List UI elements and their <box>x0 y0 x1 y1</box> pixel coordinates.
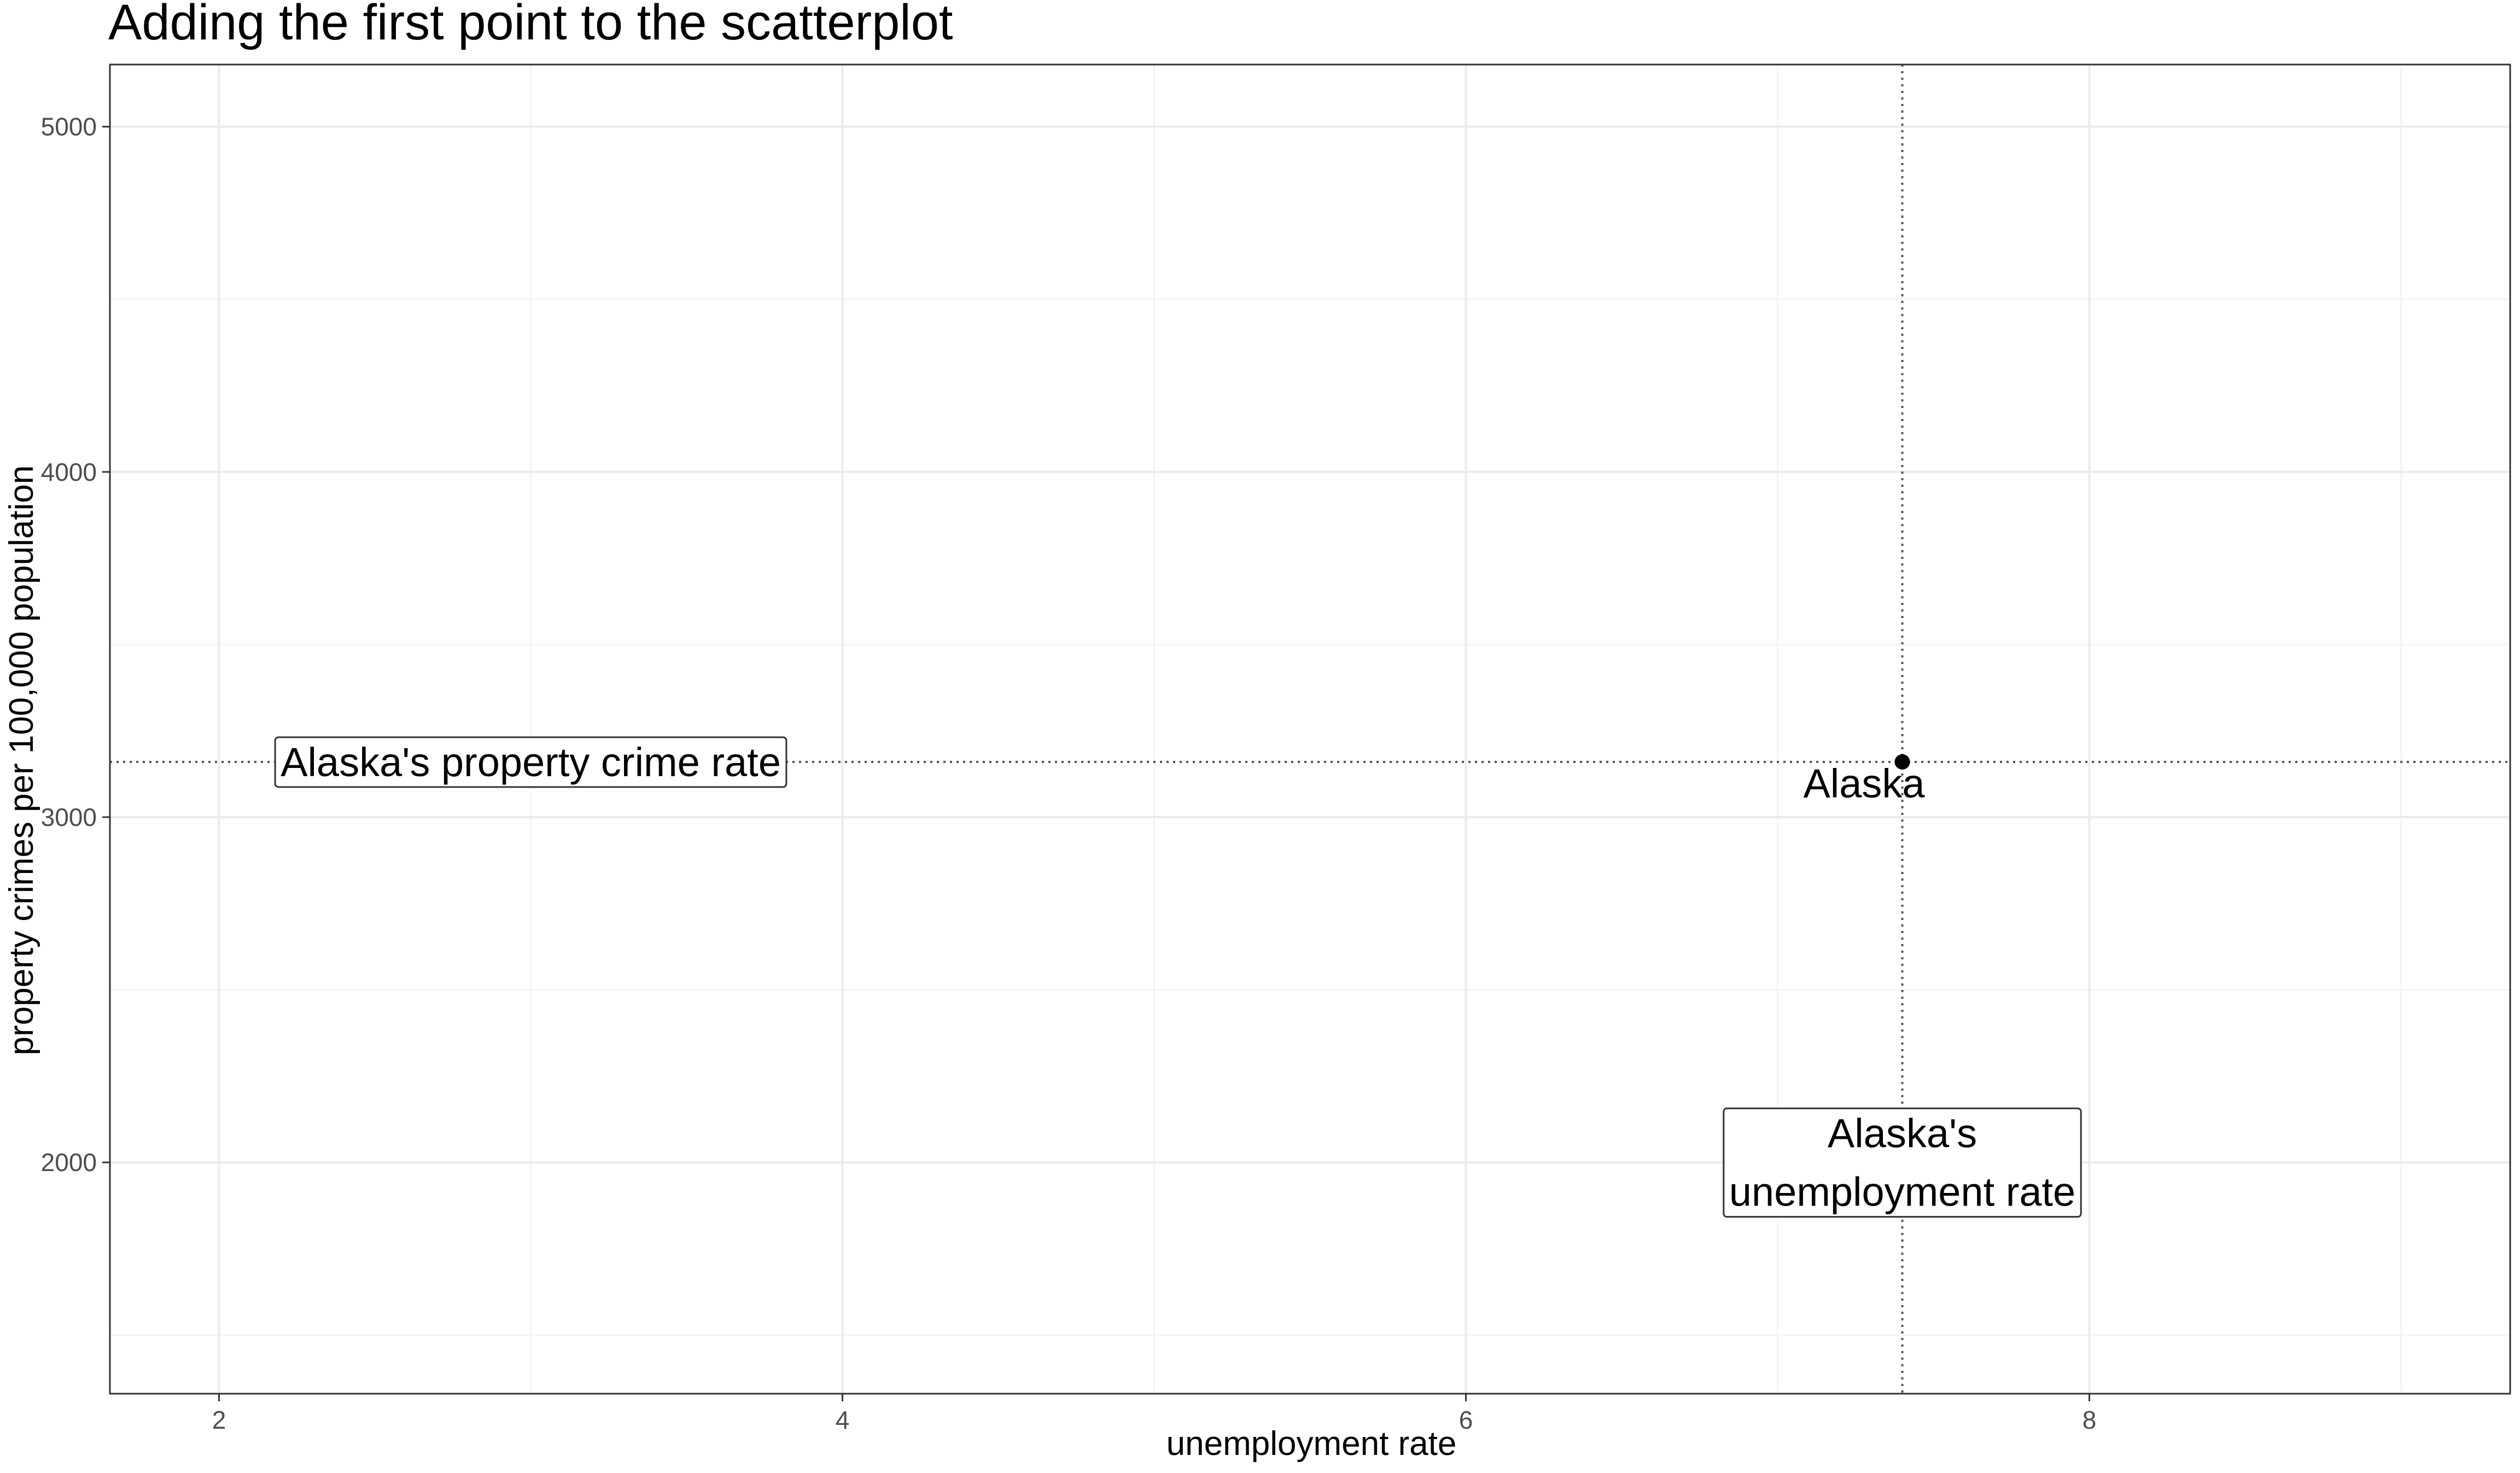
unemployment-annotation-text: unemployment rate <box>1729 1169 2075 1215</box>
data-point <box>1894 754 1910 770</box>
minor-grid <box>110 65 2510 1394</box>
x-axis: 2 4 6 8 <box>212 1394 2097 1434</box>
y-tick-label: 3000 <box>41 803 97 831</box>
unemployment-annotation: Alaska's unemployment rate <box>1723 1107 2082 1218</box>
reference-lines <box>110 65 2510 1394</box>
x-tick-label: 8 <box>2082 1406 2097 1434</box>
unemployment-annotation-text: Alaska's <box>1828 1110 1977 1156</box>
annotations: Alaska's property crime rate Alaska's unem… <box>274 736 2082 1218</box>
crime-rate-annotation: Alaska's property crime rate <box>274 736 788 788</box>
x-axis-title: unemployment rate <box>1166 1425 1457 1463</box>
unemployment-annotation-box <box>1723 1107 2082 1218</box>
y-tick-label: 4000 <box>41 458 97 486</box>
points: Alaska <box>1803 754 1925 806</box>
crime-rate-annotation-box <box>274 736 788 788</box>
x-tick-label: 4 <box>836 1406 850 1434</box>
major-grid <box>110 65 2510 1394</box>
x-tick-label: 6 <box>1459 1406 1473 1434</box>
y-tick-label: 5000 <box>41 113 97 141</box>
y-axis: 2000 3000 4000 5000 <box>41 113 110 1177</box>
y-tick-label: 2000 <box>41 1148 97 1177</box>
y-axis-title: property crimes per 100,000 population <box>3 465 40 1056</box>
point-label: Alaska <box>1803 761 1925 806</box>
panel-border <box>109 63 2511 1395</box>
crime-rate-annotation-text: Alaska's property crime rate <box>281 740 781 785</box>
x-tick-label: 2 <box>212 1406 226 1434</box>
chart-title: Adding the first point to the scatterplo… <box>108 0 953 50</box>
